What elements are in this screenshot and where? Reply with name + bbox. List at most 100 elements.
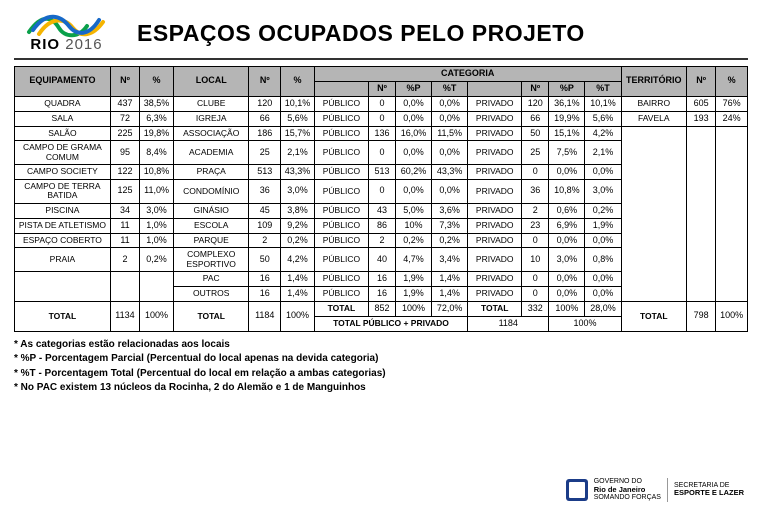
cell: PRIVADO: [468, 218, 522, 233]
cell: 100%: [281, 301, 315, 331]
cell: 10: [522, 248, 549, 272]
cell: 66: [522, 111, 549, 126]
cell: 15,7%: [281, 126, 315, 141]
col-priv-n: Nº: [522, 81, 549, 96]
cell: PÚBLICO: [314, 233, 368, 248]
cell: PRIVADO: [468, 203, 522, 218]
cell: 11,0%: [140, 180, 174, 204]
note: * %T - Porcentagem Total (Percentual do …: [14, 367, 748, 382]
cell: 1134: [110, 301, 139, 331]
cell: PRIVADO: [468, 180, 522, 204]
cell: 2,1%: [281, 141, 315, 165]
col-priv: [468, 81, 522, 96]
cell: 24%: [716, 111, 748, 126]
cell: 43,3%: [432, 165, 468, 180]
cell: TOTAL PÚBLICO + PRIVADO: [314, 316, 467, 331]
cell: 3,0%: [140, 203, 174, 218]
note: * %P - Porcentagem Parcial (Percentual d…: [14, 352, 748, 367]
cell: 0: [522, 286, 549, 301]
cell: PÚBLICO: [314, 272, 368, 287]
col-n3: Nº: [686, 67, 715, 97]
cell: 43,3%: [281, 165, 315, 180]
cell: 36: [522, 180, 549, 204]
cell: CLUBE: [173, 96, 249, 111]
rio2016-logo: RIO 2016: [14, 10, 119, 56]
logo-text: RIO 2016: [30, 36, 102, 53]
cell: 2: [522, 203, 549, 218]
cell: COMPLEXO ESPORTIVO: [173, 248, 249, 272]
cell: 9,2%: [281, 218, 315, 233]
cell: 0,0%: [432, 111, 468, 126]
page: RIO 2016 ESPAÇOS OCUPADOS PELO PROJETO E…: [0, 0, 762, 514]
cell: PISTA DE ATLETISMO: [15, 218, 111, 233]
cell: 0,2%: [585, 203, 621, 218]
cell: 0: [368, 180, 395, 204]
cell: 798: [686, 301, 715, 331]
cell: 605: [686, 96, 715, 111]
footer-text-right: SECRETARIA DE ESPORTE E LAZER: [674, 482, 744, 498]
olympic-swoosh-icon: [25, 14, 109, 38]
cell: 0: [522, 272, 549, 287]
cell: 0,0%: [396, 141, 432, 165]
cell: [15, 272, 111, 302]
cell: 25: [249, 141, 281, 165]
cell: 1,9%: [396, 272, 432, 287]
cell: PÚBLICO: [314, 126, 368, 141]
cell: 0: [368, 111, 395, 126]
cell: 72,0%: [432, 301, 468, 316]
cell: 19,8%: [140, 126, 174, 141]
cell: 0,0%: [396, 111, 432, 126]
cell: 11: [110, 218, 139, 233]
cell: PÚBLICO: [314, 180, 368, 204]
cell: 1,9%: [396, 286, 432, 301]
cell: PÚBLICO: [314, 286, 368, 301]
cell: [686, 126, 715, 301]
header: RIO 2016 ESPAÇOS OCUPADOS PELO PROJETO: [14, 10, 748, 60]
cell: 10,1%: [585, 96, 621, 111]
cell: 513: [368, 165, 395, 180]
cell: 3,0%: [585, 180, 621, 204]
footer-line: Rio de Janeiro: [594, 485, 646, 494]
cell: PÚBLICO: [314, 111, 368, 126]
cell: 1,0%: [140, 233, 174, 248]
table-row: QUADRA43738,5%CLUBE12010,1%PÚBLICO00,0%0…: [15, 96, 748, 111]
cell: 0,0%: [549, 165, 585, 180]
cell: 0,0%: [585, 233, 621, 248]
cell: [140, 272, 174, 302]
col-pub: [314, 81, 368, 96]
cell: 50: [522, 126, 549, 141]
cell: 0,2%: [281, 233, 315, 248]
cell: PÚBLICO: [314, 141, 368, 165]
cell: 0,2%: [140, 248, 174, 272]
cell: 513: [249, 165, 281, 180]
cell: IGREJA: [173, 111, 249, 126]
cell: PRIVADO: [468, 165, 522, 180]
col-pct2: %: [281, 67, 315, 97]
cell: 10%: [396, 218, 432, 233]
cell: 3,0%: [549, 248, 585, 272]
cell: 5,6%: [281, 111, 315, 126]
cell: 11: [110, 233, 139, 248]
cell: 2,1%: [585, 141, 621, 165]
cell: 0,6%: [549, 203, 585, 218]
cell: PRIVADO: [468, 141, 522, 165]
cell: 5,0%: [396, 203, 432, 218]
cell: 40: [368, 248, 395, 272]
cell: 10,8%: [140, 165, 174, 180]
cell: 0,0%: [432, 96, 468, 111]
cell: 0,0%: [396, 96, 432, 111]
cell: PÚBLICO: [314, 165, 368, 180]
cell: 16,0%: [396, 126, 432, 141]
col-local: LOCAL: [173, 67, 249, 97]
cell: 100%: [549, 301, 585, 316]
cell: PISCINA: [15, 203, 111, 218]
cell: 16: [249, 286, 281, 301]
divider: [667, 478, 668, 502]
cell: SALÃO: [15, 126, 111, 141]
cell: 100%: [140, 301, 174, 331]
cell: 1,4%: [281, 272, 315, 287]
cell: ESCOLA: [173, 218, 249, 233]
cell: 125: [110, 180, 139, 204]
cell: 6,9%: [549, 218, 585, 233]
cell: CAMPO DE GRAMA COMUM: [15, 141, 111, 165]
